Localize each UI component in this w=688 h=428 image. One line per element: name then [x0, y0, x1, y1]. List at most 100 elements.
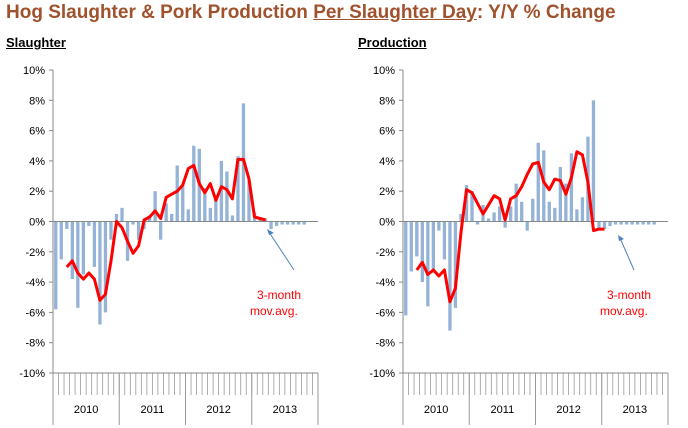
y-tick-label: 8%	[379, 95, 395, 107]
bar	[503, 221, 507, 228]
y-tick-label: 6%	[379, 126, 395, 138]
bar	[475, 221, 480, 225]
bar	[591, 100, 596, 222]
year-label: 2012	[556, 404, 580, 416]
bar	[514, 183, 518, 222]
bar	[497, 206, 502, 222]
bar	[575, 209, 579, 222]
bar	[159, 221, 163, 240]
bar	[409, 221, 413, 272]
y-tick-label: 2%	[29, 186, 45, 198]
bar	[153, 191, 157, 222]
y-tick-label: -4%	[375, 277, 395, 289]
bar	[536, 142, 540, 222]
y-tick-label: 6%	[29, 126, 45, 138]
bar	[492, 212, 496, 222]
bar	[230, 215, 235, 222]
bar	[214, 198, 218, 222]
bar	[597, 221, 601, 231]
bar	[175, 165, 179, 222]
bar	[442, 221, 447, 260]
bar	[602, 221, 607, 230]
bar	[509, 206, 513, 222]
bar	[181, 185, 185, 222]
bar	[547, 201, 551, 222]
bar	[624, 221, 629, 225]
arrow-head	[618, 235, 624, 241]
bar	[486, 218, 491, 222]
y-tick-label: 10%	[373, 65, 395, 77]
bar	[297, 221, 301, 225]
bar	[280, 221, 284, 225]
y-tick-label: -6%	[25, 307, 45, 319]
bar	[453, 221, 458, 308]
bar	[131, 221, 135, 225]
bar	[114, 213, 119, 222]
bar	[520, 201, 524, 222]
bar	[247, 180, 251, 222]
bar	[426, 221, 430, 307]
y-tick-label: -8%	[375, 338, 395, 350]
bar	[192, 145, 196, 222]
bar	[236, 156, 240, 222]
bar	[170, 213, 174, 222]
bar	[109, 221, 113, 240]
bar	[164, 203, 168, 222]
bar	[269, 221, 273, 230]
bar	[580, 197, 585, 222]
annotation-arrow	[619, 237, 635, 271]
bar	[404, 221, 408, 316]
bar	[652, 221, 656, 225]
title-part-3: : Y/Y % Change	[476, 2, 616, 23]
bar	[285, 221, 290, 225]
year-label: 2010	[74, 404, 98, 416]
y-tick-label: 4%	[379, 156, 395, 168]
bar	[448, 221, 452, 331]
annotation-arrow	[268, 231, 295, 271]
bar	[613, 221, 618, 225]
bar	[553, 207, 557, 222]
y-tick-label: -4%	[25, 277, 45, 289]
annotation-line-2: mov.avg.	[250, 304, 298, 318]
bar	[274, 221, 279, 227]
bar	[92, 221, 97, 267]
y-tick-label: -2%	[25, 247, 45, 259]
bar	[437, 221, 441, 231]
bar	[635, 221, 640, 225]
y-tick-label: 0%	[379, 217, 395, 229]
bar	[225, 171, 229, 222]
y-tick-label: -10%	[369, 368, 395, 380]
bar	[525, 221, 529, 231]
bar	[120, 207, 124, 222]
bar	[219, 160, 224, 222]
annotation-line-1: 3-month	[257, 288, 301, 302]
y-tick-label: 10%	[23, 65, 45, 77]
bar	[87, 221, 91, 227]
production-chart: 10% 8% 6% 4% 2% 0% -2% -4% -6% -8% -10% 2010 2011 201…	[369, 65, 669, 425]
bar	[464, 185, 469, 222]
annotation-line-2: mov.avg.	[600, 304, 648, 318]
y-tick-label: -2%	[375, 247, 395, 259]
bar	[608, 221, 612, 227]
y-tick-label: 0%	[29, 217, 45, 229]
bar	[65, 221, 69, 230]
moving-average-line	[65, 157, 266, 302]
bar	[136, 221, 141, 240]
year-label: 2011	[491, 404, 515, 416]
bar	[81, 221, 86, 275]
bar	[415, 221, 419, 257]
bar	[641, 221, 645, 225]
bar	[103, 221, 108, 313]
y-tick-label: 8%	[29, 95, 45, 107]
bar	[186, 209, 190, 222]
y-tick-label: -10%	[19, 368, 45, 380]
bar	[76, 221, 80, 308]
annotation-line-1: 3-month	[607, 288, 651, 302]
bar	[564, 183, 568, 222]
bar	[647, 221, 651, 225]
bar	[98, 221, 102, 325]
bar	[70, 221, 74, 280]
chart-title-slaughter: Slaughter	[6, 35, 66, 50]
bar	[203, 188, 207, 222]
bar	[208, 207, 212, 222]
